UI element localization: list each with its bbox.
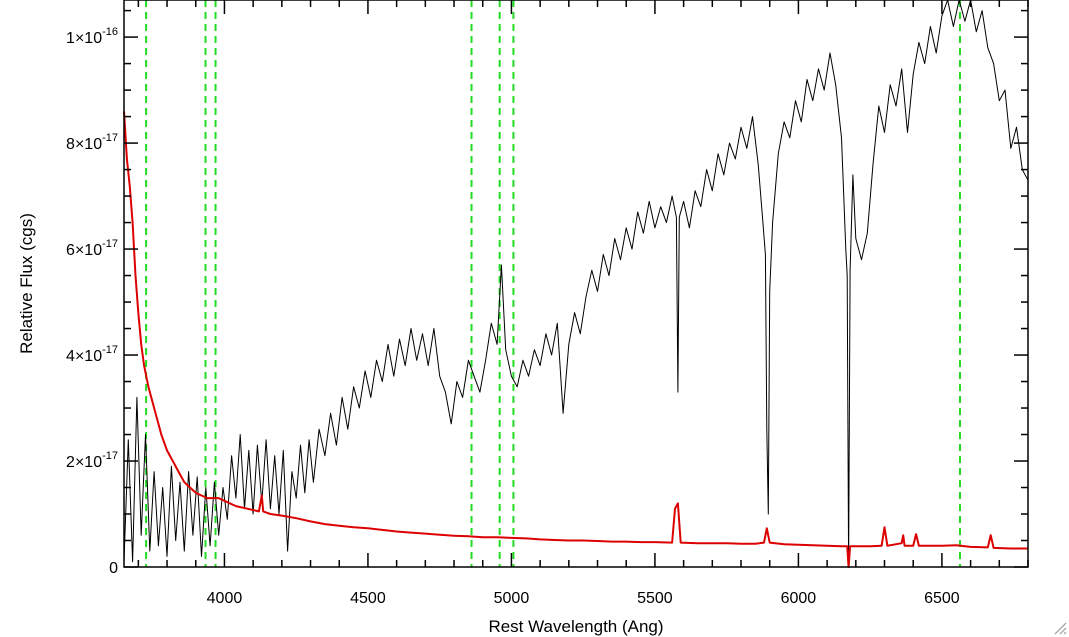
y-tick-mantissa: 1×10 <box>66 30 102 47</box>
x-tick-label: 6000 <box>781 590 817 607</box>
y-tick-exponent: -17 <box>102 450 118 462</box>
series-layer <box>123 0 1029 568</box>
y-axis: 02×10-174×10-176×10-178×10-171×10-16 <box>66 9 1028 577</box>
y-tick-mantissa: 8×10 <box>66 136 102 153</box>
y-tick-label: 2×10-17 <box>66 450 118 471</box>
y-tick-exponent: -16 <box>102 26 118 38</box>
x-axis-title: Rest Wavelength (Ang) <box>488 617 663 636</box>
y-tick-exponent: -17 <box>102 132 118 144</box>
y-tick-exponent: -17 <box>102 344 118 356</box>
y-tick-label: 8×10-17 <box>66 132 118 153</box>
y-tick-mantissa: 4×10 <box>66 348 102 365</box>
y-tick-label: 6×10-17 <box>66 238 118 259</box>
y-axis-title: Relative Flux (cgs) <box>17 213 36 354</box>
x-tick-label: 4500 <box>350 590 386 607</box>
reference-lines <box>145 0 961 567</box>
x-tick-label: 6500 <box>924 590 960 607</box>
y-tick-mantissa: 2×10 <box>66 454 102 471</box>
plot-frame <box>123 0 1029 568</box>
y-tick-label: 4×10-17 <box>66 344 118 365</box>
x-axis: 4000 4500 5000 5500 6000 6500 <box>137 0 1029 607</box>
y-tick-exponent: -17 <box>102 238 118 250</box>
y-tick-mantissa: 6×10 <box>66 242 102 259</box>
series-line-0 <box>123 0 1029 568</box>
y-tick-label: 1×10-16 <box>66 26 118 47</box>
x-tick-label: 5000 <box>494 590 530 607</box>
x-tick-label: 5500 <box>637 590 673 607</box>
y-tick-label: 0 <box>109 560 118 577</box>
resize-grip-icon[interactable] <box>1053 621 1067 635</box>
series-line-1 <box>123 111 1028 568</box>
x-tick-label: 4000 <box>207 590 243 607</box>
